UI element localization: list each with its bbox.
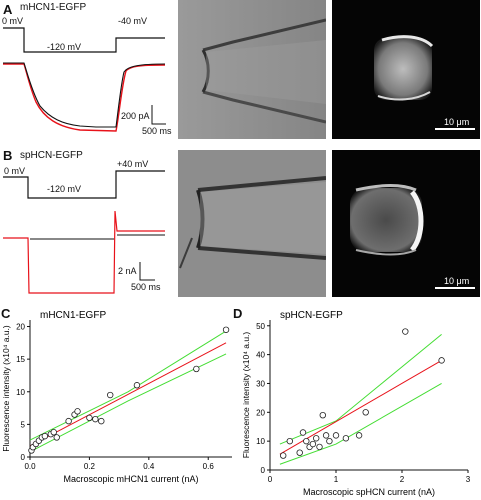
panel-a-step-label: -120 mV xyxy=(47,42,82,52)
panel-d-data-point xyxy=(280,452,287,459)
panel-b-scale-time: 500 ms xyxy=(131,282,161,292)
panel-c-x-tick-label: 0.2 xyxy=(84,462,96,471)
panel-a-title: mHCN1-EGFP xyxy=(20,2,87,13)
panel-b-scale-current: 2 nA xyxy=(118,266,137,276)
panel-d-data-point xyxy=(319,411,326,419)
panel-d-data-point xyxy=(309,440,317,448)
panel-b-hold-label: 0 mV xyxy=(4,166,26,176)
panel-a-brightfield-image xyxy=(178,0,326,139)
panel-a-hold-label: 0 mV xyxy=(2,16,24,26)
panel-b-trace-black xyxy=(30,234,165,240)
panel-d-x-tick-label: 2 xyxy=(400,475,405,484)
panel-a-scale-time: 500 ms xyxy=(142,126,172,136)
panel-c-y-label: Fluorescence intensity (x10⁴ a.u.) xyxy=(1,325,11,452)
panel-d-data-point xyxy=(402,328,409,335)
panel-c-ci-upper xyxy=(29,330,227,441)
panel-a-protocol-line xyxy=(3,27,165,53)
panel-d-y-tick-label: 50 xyxy=(256,322,265,331)
panel-c-y-tick-label: 10 xyxy=(16,388,25,397)
panel-c-data-point xyxy=(41,432,49,440)
panel-c-data-point xyxy=(86,414,93,422)
panel-d-data-point xyxy=(322,432,330,439)
panel-d-data-point xyxy=(332,432,340,439)
panel-c-x-tick-label: 0.6 xyxy=(203,462,215,471)
panel-d-data-point xyxy=(326,437,333,445)
panel-c-data-point xyxy=(98,417,105,425)
panel-d-y-tick-label: 20 xyxy=(256,408,265,417)
panel-c-data-point xyxy=(222,326,230,333)
panel-c-data-point xyxy=(53,434,60,441)
panel-d-data-point xyxy=(355,432,363,439)
panel-d-x-tick-label: 1 xyxy=(334,475,339,484)
panel-c-data-point xyxy=(193,365,200,373)
panel-d-y-label: Fluorescence intensity (x10⁴ a.u.) xyxy=(241,332,251,459)
panel-a-fluorescence-image: 10 μm xyxy=(332,0,480,139)
panel-b-fluorescence-image: 10 μm xyxy=(332,150,480,297)
panel-b-trace-red xyxy=(3,210,165,294)
panel-a-letter: A xyxy=(3,2,13,17)
panel-d-letter: D xyxy=(233,306,243,321)
panel-b-step-label: -120 mV xyxy=(47,184,82,194)
panel-d-y-tick-label: 10 xyxy=(256,437,265,446)
panel-d-ci-upper xyxy=(279,334,442,445)
panel-a-trace-black xyxy=(3,62,166,128)
panel-b-protocol-line xyxy=(3,170,165,199)
panel-d-x-tick-label: 0 xyxy=(268,475,273,484)
panel-c-y-tick-label: 15 xyxy=(16,355,25,364)
panel-d-data-point xyxy=(316,443,323,451)
panel-d-data-point xyxy=(342,435,350,442)
panel-c-x-tick-label: 0.4 xyxy=(143,462,155,471)
panel-b-image-scale: 10 μm xyxy=(444,276,470,286)
panel-d-data-point xyxy=(303,437,310,445)
panel-d-data-point xyxy=(312,435,320,442)
panel-d-y-tick-label: 0 xyxy=(261,466,266,475)
panel-b-scale-bar xyxy=(139,262,155,281)
panel-d-x-label: Macroscopic spHCN current (nA) xyxy=(303,487,435,497)
panel-c-data-point xyxy=(107,391,114,399)
panel-d-x-tick-label: 3 xyxy=(466,475,471,484)
panel-c-data-point xyxy=(65,417,72,425)
panel-a-scale-bar xyxy=(151,105,166,125)
panel-a-tail-label: -40 mV xyxy=(118,16,148,26)
panel-b-title: spHCN-EGFP xyxy=(20,150,83,161)
panel-d-y-tick-label: 30 xyxy=(256,379,265,388)
panel-c-x-tick-label: 0.0 xyxy=(24,462,36,471)
panel-a-scale-current: 200 pA xyxy=(121,111,150,121)
panel-d-data-point xyxy=(362,409,369,416)
panel-d-data-point xyxy=(296,449,303,456)
panel-a-image-scale: 10 μm xyxy=(444,117,470,127)
panel-c-title: mHCN1-EGFP xyxy=(40,310,106,321)
panel-c-data-point xyxy=(74,408,81,415)
panel-b-tail-label: +40 mV xyxy=(117,159,149,169)
panel-d-title: spHCN-EGFP xyxy=(280,310,343,321)
panel-c-y-tick-label: 0 xyxy=(21,453,26,462)
panel-c-x-label: Macroscopic mHCN1 current (nA) xyxy=(63,474,198,484)
panel-c-letter: C xyxy=(1,306,11,321)
panel-d-data-point xyxy=(299,429,307,436)
panel-c-y-tick-label: 5 xyxy=(21,420,26,429)
panel-c-data-point xyxy=(133,382,141,389)
panel-c-fit-line xyxy=(29,342,227,447)
panel-b-letter: B xyxy=(3,148,13,163)
panel-c-data-point xyxy=(92,415,99,423)
panel-b-traces xyxy=(3,170,165,294)
panel-a-traces xyxy=(3,27,166,132)
panel-c-chart: 0.0 0.2 0.4 0.6 0 5 10 15 20 mHCN1-EGFP Macroscopi… xyxy=(1,310,232,484)
panel-d-ci-lower xyxy=(279,383,442,465)
panel-b-brightfield-image xyxy=(178,150,326,297)
panel-d-y-tick-label: 40 xyxy=(256,351,265,360)
panel-d-data-point xyxy=(286,437,293,445)
panel-c-y-tick-label: 20 xyxy=(16,323,25,332)
panel-c-data-point xyxy=(50,429,57,436)
panel-d-data-point xyxy=(438,357,445,364)
